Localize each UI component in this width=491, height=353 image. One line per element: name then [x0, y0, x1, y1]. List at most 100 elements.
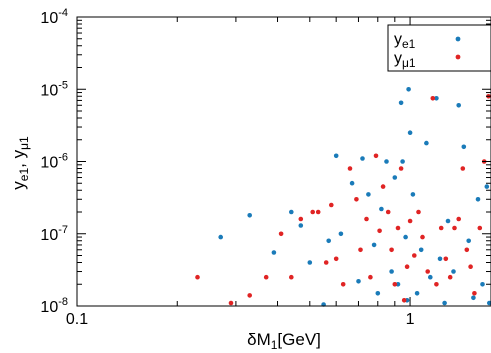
point-ymu1-2	[247, 293, 252, 298]
point-ymu1-1	[228, 300, 234, 306]
point-ye1-27	[410, 192, 416, 197]
point-ymu1-15	[358, 247, 363, 253]
point-ye1-9	[338, 231, 344, 237]
point-ye1-43	[484, 184, 490, 189]
point-ye1-39	[466, 238, 472, 244]
point-ymu1-14	[354, 197, 359, 202]
point-ymu1-29	[412, 253, 417, 258]
point-ye1-19	[392, 175, 398, 180]
point-ye1-41	[475, 197, 481, 202]
point-ymu1-30	[416, 209, 421, 215]
point-ymu1-32	[425, 269, 431, 274]
point-ye1-33	[437, 256, 443, 262]
point-ye1-20	[395, 282, 401, 287]
point-ye1-30	[424, 140, 429, 146]
point-ymu1-8	[315, 209, 321, 215]
point-ymu1-10	[329, 202, 334, 208]
y-axis-label: ye1, yμ1	[9, 136, 31, 190]
point-ymu1-16	[364, 216, 369, 222]
point-ymu1-7	[310, 209, 316, 215]
point-ymu1-6	[298, 216, 304, 222]
point-ye1-22	[400, 159, 405, 164]
point-ye1-40	[471, 295, 476, 301]
point-ymu1-22	[389, 247, 394, 253]
point-ymu1-44	[477, 225, 483, 231]
legend-label-ye1-subscript: e1	[402, 37, 416, 51]
x-tick-label-0.1: 0.1	[66, 311, 88, 328]
point-ymu1-35	[438, 225, 444, 231]
y-axis-label-part2-subscript: μ1	[17, 136, 31, 150]
point-ye1-34	[442, 300, 447, 306]
axis-tick-labels: 0.1 1 10-8 10-7 10-6 10-5 10-4	[40, 7, 414, 328]
point-ye1-16	[379, 206, 384, 212]
legend-marker-ymu1	[455, 54, 461, 60]
point-ye1-0	[218, 234, 223, 240]
point-ye1-26	[407, 130, 413, 135]
point-ymu1-19	[377, 228, 382, 234]
point-ymu1-40	[460, 166, 466, 171]
point-ye1-35	[445, 218, 451, 224]
point-ymu1-39	[456, 216, 462, 222]
point-ye1-18	[389, 269, 394, 274]
point-ye1-25	[406, 87, 411, 92]
point-ye1-8	[333, 153, 339, 159]
point-ye1-17	[384, 159, 389, 164]
point-ye1-2	[271, 250, 277, 255]
y-tick-label-10e-8: 10-8	[40, 296, 68, 316]
legend-marker-ye1	[455, 36, 461, 42]
y-axis-label-part1-subscript: e1	[17, 168, 31, 182]
point-ymu1-34	[434, 282, 439, 287]
data-points	[195, 87, 491, 307]
point-ymu1-20	[380, 184, 386, 189]
y-tick-label-10e-4: 10-4	[40, 7, 68, 27]
point-ye1-36	[451, 269, 456, 274]
point-ymu1-18	[373, 153, 379, 159]
legend-label-ye1-main: y	[394, 31, 402, 48]
point-ymu1-33	[430, 96, 436, 101]
point-ymu1-41	[464, 247, 470, 253]
point-ymu1-31	[420, 234, 425, 240]
y-tick-label-10e-5: 10-5	[40, 79, 68, 99]
legend: ye1 yμ1	[387, 24, 491, 72]
point-ye1-13	[366, 192, 371, 197]
point-ye1-42	[480, 282, 485, 287]
point-ye1-3	[289, 209, 294, 215]
x-tick-label-1: 1	[406, 311, 415, 328]
legend-label-ymu1: yμ1	[394, 50, 416, 70]
x-axis-label-unit: [GeV]	[277, 330, 320, 349]
point-ye1-12	[360, 156, 365, 161]
point-ye1-23	[403, 234, 408, 240]
point-ye1-29	[418, 247, 424, 253]
x-axis-label-main: δM	[247, 330, 271, 349]
point-ymu1-43	[472, 291, 477, 296]
legend-label-ymu1-main: y	[394, 50, 402, 67]
point-ye1-10	[349, 180, 355, 186]
point-ye1-15	[375, 291, 381, 296]
legend-label-ymu1-subscript: μ1	[402, 56, 416, 70]
point-ye1-4	[298, 223, 304, 228]
point-ye1-38	[461, 144, 467, 150]
legend-box	[387, 24, 491, 72]
point-ymu1-38	[452, 225, 457, 231]
y-tick-label-10e-6: 10-6	[40, 152, 68, 172]
point-ye1-7	[326, 238, 332, 244]
point-ymu1-24	[395, 225, 401, 231]
point-ymu1-26	[401, 298, 407, 303]
point-ymu1-28	[407, 218, 413, 224]
point-ye1-11	[356, 279, 361, 284]
point-ymu1-17	[368, 274, 373, 280]
axis-ticks	[76, 16, 491, 307]
point-ye1-5	[307, 260, 313, 265]
x-axis-label: δM1[GeV]	[247, 330, 321, 352]
point-ye1-28	[414, 291, 420, 296]
point-ymu1-3	[263, 274, 269, 280]
point-ye1-32	[434, 96, 439, 101]
point-ymu1-13	[347, 166, 353, 171]
point-ymu1-37	[447, 274, 453, 280]
point-ymu1-5	[289, 274, 294, 280]
point-ymu1-9	[323, 260, 329, 265]
point-ymu1-21	[385, 209, 391, 215]
point-ymu1-25	[398, 166, 404, 171]
point-ye1-31	[428, 274, 433, 280]
